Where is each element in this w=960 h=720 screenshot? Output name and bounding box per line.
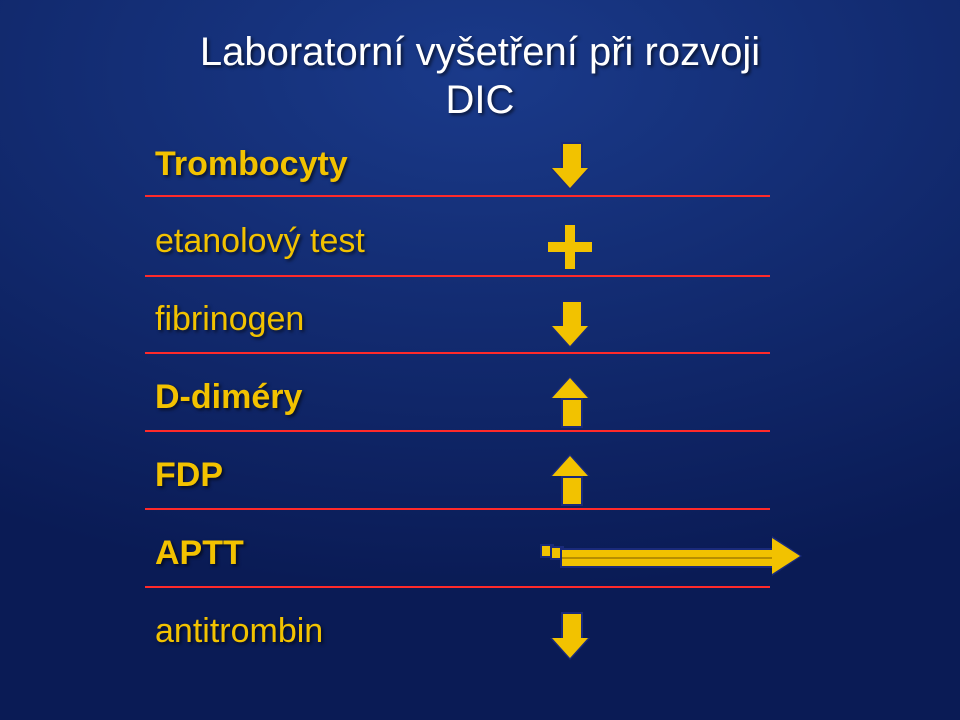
parameter-row: antitrombin — [0, 0, 960, 720]
slide: Laboratorní vyšetření při rozvoji DIC Tr… — [0, 0, 960, 720]
parameter-label: antitrombin — [155, 612, 323, 651]
